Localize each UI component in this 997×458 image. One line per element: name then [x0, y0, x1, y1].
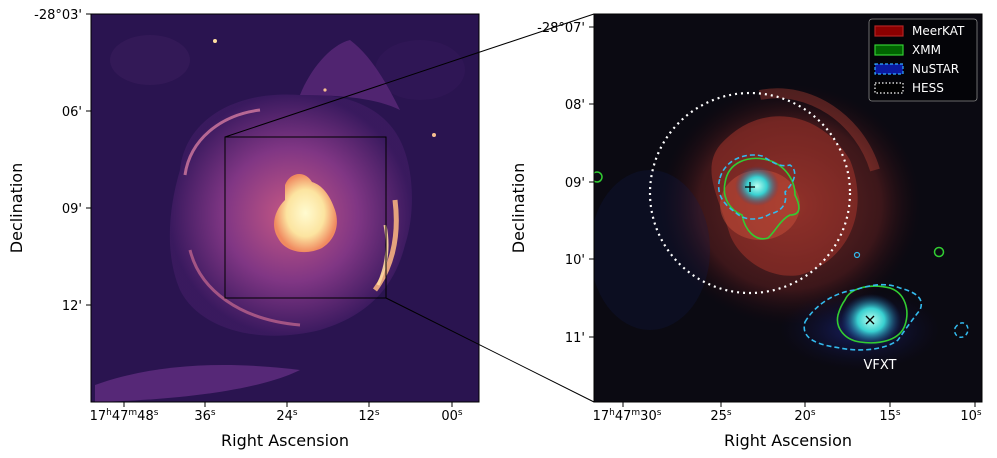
left-x-axis: 17h47m48s 36s 24s 12s 00s Right Ascensio… [90, 402, 463, 450]
legend-swatch-nustar [874, 63, 904, 75]
legend-swatch-meerkat [874, 25, 904, 37]
pwn-plus-marker [745, 182, 755, 192]
right-y-axis: -28°07' 08' 09' 10' 11' Declination [509, 21, 594, 346]
right-y-tick-label: 10' [565, 253, 585, 268]
legend-label: MeerKAT [912, 24, 965, 38]
legend: MeerKAT XMM NuSTAR HESS [868, 18, 978, 102]
hess-contour [648, 91, 852, 295]
right-y-axis-label: Declination [509, 163, 528, 253]
left-x-tick-label: 24s [276, 408, 298, 424]
left-x-tick-label: 36s [194, 408, 216, 424]
xmm-contour [836, 285, 908, 344]
pwn-xray-source [735, 166, 779, 206]
legend-label: HESS [912, 81, 944, 95]
left-y-tick-label: 12' [62, 299, 82, 314]
right-y-tick-label: 08' [565, 98, 585, 113]
right-x-tick-label: 25s [710, 408, 732, 424]
right-x-tick-label: 17h47m30s [593, 408, 662, 424]
right-frame [593, 13, 983, 403]
left-x-tick-label: 00s [441, 408, 463, 424]
left-y-axis-label: Declination [7, 163, 26, 253]
legend-label: XMM [912, 43, 941, 57]
right-x-tick-label: 10s [960, 408, 982, 424]
left-x-tick-label: 17h47m48s [90, 408, 159, 424]
vfxt-xray-source [841, 294, 901, 346]
right-image-panel: VFXT MeerKAT XMM NuSTAR HESS [593, 13, 983, 403]
zoom-line-bottom [385, 297, 595, 403]
right-y-tick-label: 11' [565, 331, 585, 346]
pwn-core [274, 174, 337, 253]
legend-label: NuSTAR [912, 62, 959, 76]
right-y-tick-label: 09' [565, 176, 585, 191]
left-x-axis-label: Right Ascension [221, 431, 349, 450]
legend-box [868, 18, 978, 102]
left-y-tick-label: -28°03' [34, 8, 82, 23]
right-x-axis: 17h47m30s 25s 20s 15s 10s Right Ascensio… [593, 402, 982, 450]
right-x-tick-label: 20s [794, 408, 816, 424]
left-y-axis: -28°03' 06' 09' 12' Declination [7, 8, 91, 314]
left-y-tick-label: 09' [62, 202, 82, 217]
right-x-tick-label: 15s [879, 408, 901, 424]
right-y-tick-label: -28°07' [537, 21, 585, 36]
legend-swatch-hess [874, 82, 904, 94]
legend-swatch-xmm [874, 44, 904, 56]
nustar-contour [717, 154, 796, 220]
zoom-line-top [224, 13, 595, 138]
left-x-tick-label: 12s [358, 408, 380, 424]
zoom-box [224, 136, 387, 299]
right-x-axis-label: Right Ascension [724, 431, 852, 450]
left-y-tick-label: 06' [62, 105, 82, 120]
vfxt-label: VFXT [864, 358, 897, 373]
vfxt-x-marker [865, 315, 875, 325]
